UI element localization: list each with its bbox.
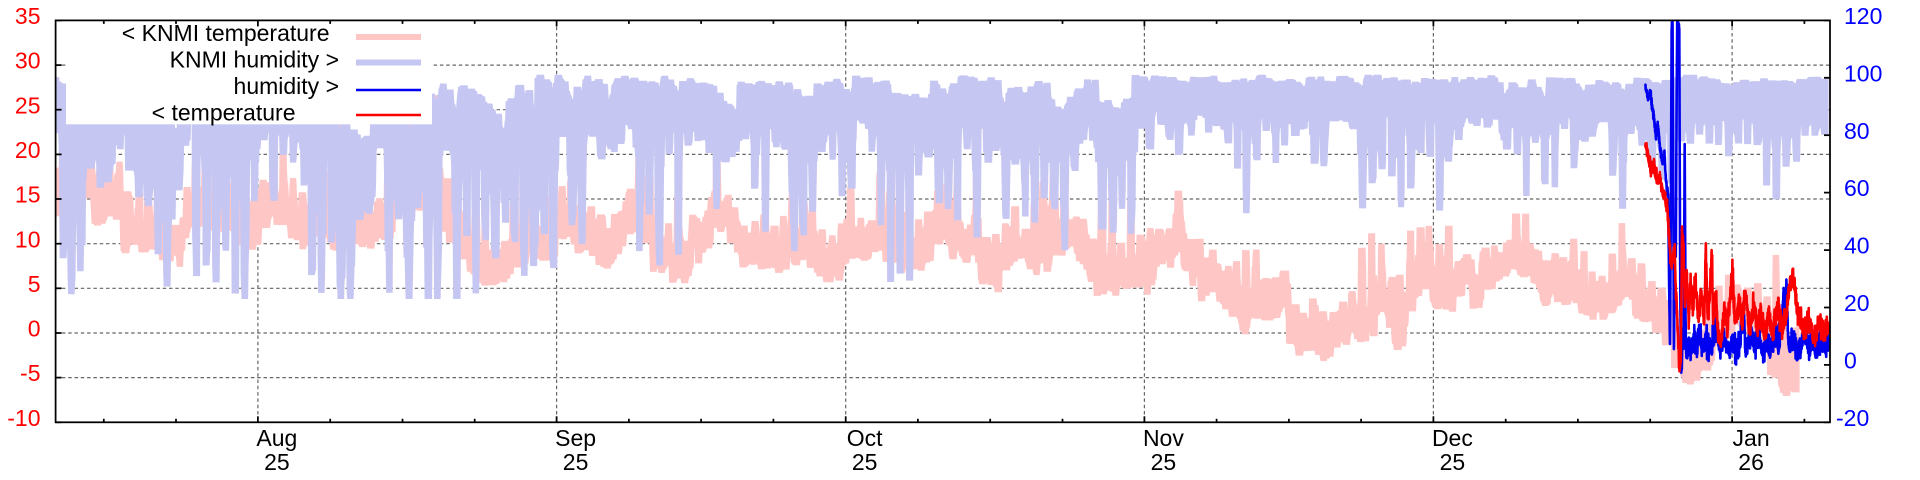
svg-text:25: 25 [852, 449, 878, 475]
svg-text:Sep: Sep [555, 425, 596, 451]
svg-text:KNMI humidity >: KNMI humidity > [170, 47, 339, 73]
svg-text:40: 40 [1844, 233, 1870, 259]
svg-text:120: 120 [1844, 3, 1882, 29]
svg-text:humidity >: humidity > [234, 73, 339, 99]
svg-text:Oct: Oct [847, 425, 883, 451]
svg-text:25: 25 [1440, 449, 1466, 475]
svg-text:Jan: Jan [1733, 425, 1770, 451]
svg-text:26: 26 [1738, 449, 1764, 475]
svg-text:10: 10 [15, 226, 41, 252]
svg-text:35: 35 [15, 3, 41, 29]
svg-text:0: 0 [28, 316, 41, 342]
svg-text:20: 20 [1844, 290, 1870, 316]
svg-text:60: 60 [1844, 175, 1870, 201]
svg-text:-10: -10 [7, 405, 40, 431]
svg-text:Nov: Nov [1143, 425, 1184, 451]
svg-text:80: 80 [1844, 118, 1870, 144]
svg-text:15: 15 [15, 182, 41, 208]
svg-text:-20: -20 [1836, 405, 1869, 431]
svg-text:20: 20 [15, 137, 41, 163]
svg-text:Aug: Aug [256, 425, 297, 451]
svg-text:25: 25 [1151, 449, 1177, 475]
svg-text:30: 30 [15, 48, 41, 74]
svg-text:25: 25 [264, 449, 290, 475]
svg-text:Dec: Dec [1432, 425, 1473, 451]
svg-text:25: 25 [563, 449, 589, 475]
svg-text:< temperature: < temperature [152, 100, 296, 126]
svg-text:< KNMI temperature: < KNMI temperature [122, 20, 330, 46]
svg-text:5: 5 [28, 271, 41, 297]
svg-text:-5: -5 [20, 360, 40, 386]
svg-text:100: 100 [1844, 60, 1882, 86]
svg-text:25: 25 [15, 92, 41, 118]
svg-text:0: 0 [1844, 348, 1857, 374]
